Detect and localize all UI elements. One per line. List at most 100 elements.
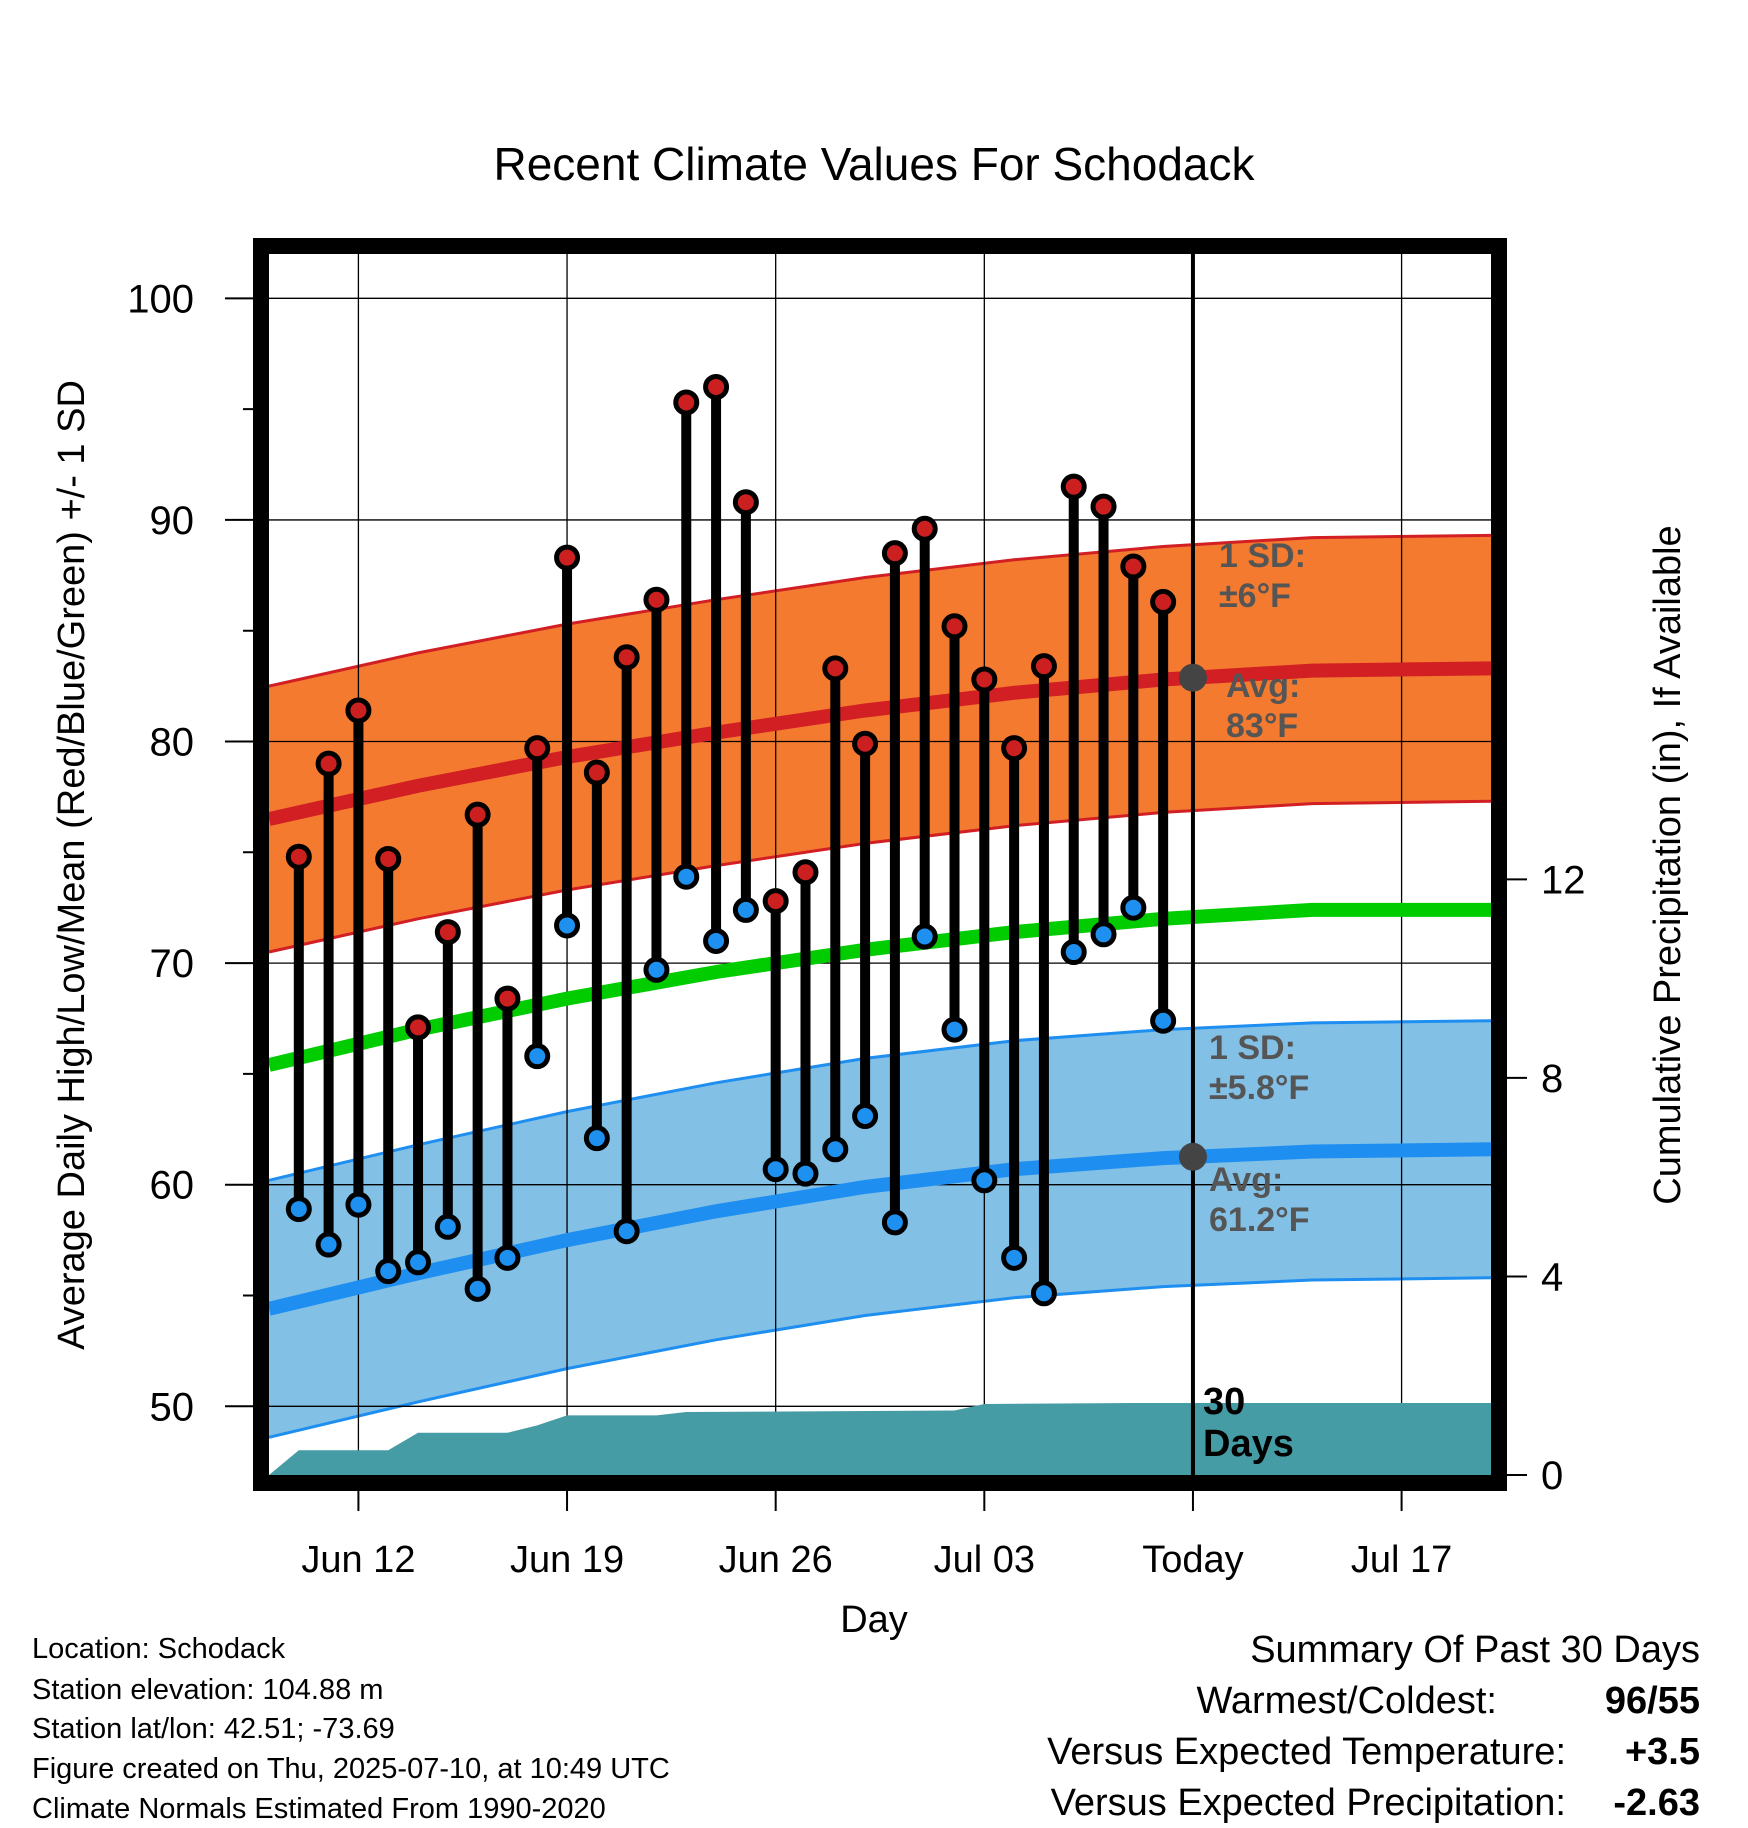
footer-created: Figure created on Thu, 2025-07-10, at 10… xyxy=(32,1753,670,1785)
high-temp-dot xyxy=(524,735,551,762)
daily-range-stems xyxy=(293,386,1169,1294)
low-temp-dot xyxy=(852,1103,879,1130)
summary-precip-label: Versus Expected Precipitation: xyxy=(1051,1782,1566,1824)
high-temp-dot xyxy=(375,845,402,872)
high-sd-value: ±6°F xyxy=(1219,577,1291,615)
right-y-axis: 0 4 8 12 xyxy=(1499,858,1586,1498)
high-temp-dot xyxy=(554,544,581,571)
low-temp-dot xyxy=(315,1231,342,1258)
low-temp-dot xyxy=(762,1156,789,1183)
y-tick-label: 90 xyxy=(150,499,195,543)
x-tick-label: Jun 26 xyxy=(719,1539,833,1581)
low-avg-value: 61.2°F xyxy=(1209,1201,1310,1239)
high-temp-dot xyxy=(732,489,759,516)
low-temp-dot xyxy=(643,956,670,983)
low-temp-dot xyxy=(792,1160,819,1187)
footer-normals: Climate Normals Estimated From 1990-2020 xyxy=(32,1793,606,1825)
low-sd-label: 1 SD: xyxy=(1209,1029,1296,1067)
y-tick-label: 50 xyxy=(150,1385,195,1429)
high-temp-dot xyxy=(285,843,312,870)
y-axis-label: Average Daily High/Low/Mean (Red/Blue/Gr… xyxy=(51,380,93,1350)
low-lower-sd-line xyxy=(268,1276,1492,1439)
high-temp-dot xyxy=(583,759,610,786)
precip-area xyxy=(269,1403,1491,1475)
low-temp-dot xyxy=(1001,1244,1028,1271)
high-temp-dot xyxy=(1090,493,1117,520)
high-temp-dot xyxy=(1150,588,1177,615)
high-upper-sd-line xyxy=(268,533,1492,688)
high-avg-line xyxy=(267,661,1492,826)
low-temp-dot xyxy=(285,1196,312,1223)
low-temp-dot xyxy=(881,1209,908,1236)
days-annotation: 30 Days xyxy=(1203,1381,1294,1465)
footer-elevation: Station elevation: 104.88 m xyxy=(32,1674,383,1706)
today-marker xyxy=(1178,246,1207,1475)
high-temp-dot xyxy=(852,730,879,757)
x-axis-label: Day xyxy=(840,1599,908,1641)
high-temp-dot xyxy=(643,586,670,613)
x-tick-label: Jul 03 xyxy=(934,1539,1035,1581)
footer-location: Location: Schodack xyxy=(32,1633,286,1665)
low-temp-dot xyxy=(524,1043,551,1070)
high-temp-dot xyxy=(1030,653,1057,680)
low-avg-label: Avg: xyxy=(1209,1161,1283,1199)
low-temp-dot xyxy=(1120,894,1147,921)
plot-frame xyxy=(253,238,1507,1491)
days-word: Days xyxy=(1203,1423,1294,1465)
low-temp-dot xyxy=(703,927,730,954)
low-temp-dot xyxy=(971,1167,998,1194)
summary-temp-value: +3.5 xyxy=(1625,1731,1700,1773)
low-temp-dot xyxy=(941,1016,968,1043)
high-temp-dot xyxy=(971,666,998,693)
y-tick-label: 70 xyxy=(150,942,195,986)
low-temp-dot xyxy=(464,1275,491,1302)
high-temp-dot xyxy=(703,373,730,400)
low-temp-dot xyxy=(405,1249,432,1276)
low-temp-dot xyxy=(434,1213,461,1240)
low-temp-dot xyxy=(1150,1007,1177,1034)
low-temp-dot xyxy=(494,1244,521,1271)
low-temp-dot xyxy=(673,863,700,890)
precipitation-area xyxy=(269,1403,1491,1475)
x-tick-label: Jun 19 xyxy=(510,1539,624,1581)
y2-tick-label: 8 xyxy=(1541,1057,1563,1101)
today-low-avg-dot xyxy=(1178,1142,1207,1171)
high-temp-dot xyxy=(822,655,849,682)
high-temp-dot xyxy=(464,801,491,828)
summary-title: Summary Of Past 30 Days xyxy=(1250,1629,1700,1671)
low-temp-dot xyxy=(822,1136,849,1163)
high-avg-label: Avg: xyxy=(1226,667,1300,705)
left-y-axis: 50 60 70 80 90 100 xyxy=(127,277,261,1429)
station-info: Location: Schodack Station elevation: 10… xyxy=(32,1633,670,1825)
high-temp-dot xyxy=(881,540,908,567)
daily-dots xyxy=(285,373,1177,1307)
footer-latlon: Station lat/lon: 42.51; -73.69 xyxy=(32,1713,395,1745)
high-temp-dot xyxy=(1001,735,1028,762)
summary-warmest-label: Warmest/Coldest: xyxy=(1196,1680,1497,1722)
y2-axis-label: Cumulative Precipitation (in), If Availa… xyxy=(1647,525,1689,1204)
high-temp-dot xyxy=(494,985,521,1012)
x-axis: Jun 12 Jun 19 Jun 26 Jul 03 Today Jul 17 xyxy=(301,1483,1452,1581)
low-avg-line xyxy=(267,1142,1492,1316)
summary-precip-value: -2.63 xyxy=(1613,1782,1700,1824)
low-temp-dot xyxy=(911,923,938,950)
high-temp-dot xyxy=(762,888,789,915)
high-sd-band xyxy=(269,535,1491,952)
high-sd-label: 1 SD: xyxy=(1219,537,1306,575)
high-annotations: 1 SD: ±6°F Avg: 83°F xyxy=(1219,537,1306,745)
high-temp-dot xyxy=(911,515,938,542)
today-high-avg-dot xyxy=(1178,663,1207,692)
low-temp-dot xyxy=(1030,1280,1057,1307)
x-tick-label: Today xyxy=(1142,1539,1243,1581)
chart-title: Recent Climate Values For Schodack xyxy=(493,138,1255,190)
high-temp-dot xyxy=(941,613,968,640)
days-number: 30 xyxy=(1203,1381,1245,1423)
high-temp-dot xyxy=(1120,553,1147,580)
x-tick-label: Jun 12 xyxy=(301,1539,415,1581)
high-temp-dot xyxy=(345,697,372,724)
low-sd-band xyxy=(269,1020,1491,1438)
y-tick-label: 80 xyxy=(150,721,195,765)
high-temp-dot xyxy=(1060,473,1087,500)
warmest-value: 96 xyxy=(1605,1680,1647,1722)
